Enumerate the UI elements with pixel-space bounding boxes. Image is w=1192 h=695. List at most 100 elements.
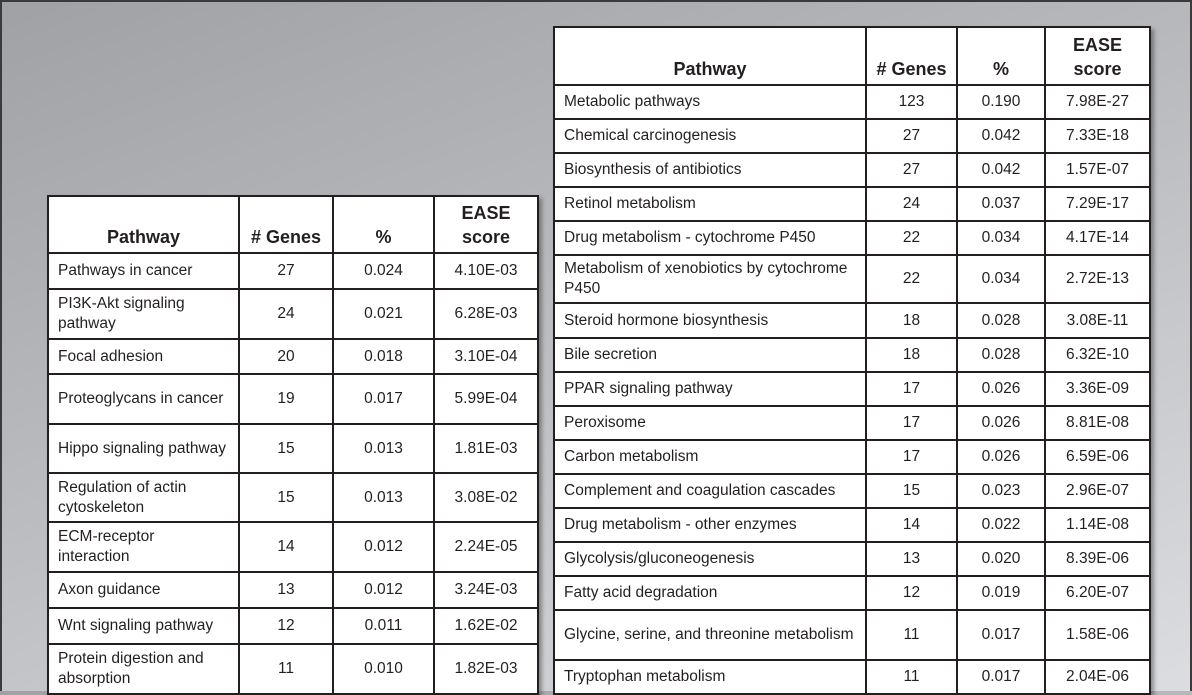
pathway-cell: Peroxisome: [553, 405, 867, 441]
value-cell: 8.81E-08: [1044, 405, 1151, 441]
value-cell: 0.022: [956, 507, 1046, 543]
table-row: Pathways in cancer 27 0.024 4.10E-03: [47, 252, 539, 290]
value-cell: 0.010: [332, 643, 435, 695]
value-cell: 2.72E-13: [1044, 254, 1151, 304]
value-cell: 22: [865, 220, 958, 256]
value-cell: 0.017: [332, 373, 435, 425]
value-cell: 0.026: [956, 405, 1046, 441]
value-cell: 0.012: [332, 521, 435, 573]
value-cell: 7.33E-18: [1044, 118, 1151, 154]
value-cell: 4.17E-14: [1044, 220, 1151, 256]
table-row: Glycine, serine, and threonine metabolis…: [553, 609, 1151, 661]
pathway-cell: Regulation of actin cytoskeleton: [47, 472, 240, 523]
header-row: Pathway # Genes% EASE score: [553, 26, 1151, 86]
value-cell: 15: [238, 472, 334, 523]
value-cell: 1.82E-03: [433, 643, 539, 695]
value-cell: 27: [865, 152, 958, 188]
header-row: Pathway # Genes% EASE score: [47, 195, 539, 254]
pathway-cell: Chemical carcinogenesis: [553, 118, 867, 154]
value-cell: 6.59E-06: [1044, 439, 1151, 475]
left-table: Pathway # Genes% EASE score Pathways in can…: [47, 195, 539, 695]
column-header: # Genes: [238, 195, 334, 254]
table-row: Metabolic pathways 123 0.190 7.98E-27: [553, 84, 1151, 120]
value-cell: 0.042: [956, 118, 1046, 154]
value-cell: 3.24E-03: [433, 571, 539, 609]
table-row: ECM-receptor interaction 14 0.012 2.24E-05: [47, 521, 539, 573]
table-row: PI3K-Akt signaling pathway 24 0.021 6.28E-0…: [47, 288, 539, 340]
value-cell: 6.20E-07: [1044, 575, 1151, 611]
value-cell: 3.36E-09: [1044, 371, 1151, 407]
pathway-cell: Biosynthesis of antibiotics: [553, 152, 867, 188]
value-cell: 11: [238, 643, 334, 695]
column-header: Pathway: [553, 26, 867, 86]
value-cell: 24: [865, 186, 958, 222]
pathway-cell: PPAR signaling pathway: [553, 371, 867, 407]
value-cell: 0.020: [956, 541, 1046, 577]
value-cell: 1.62E-02: [433, 607, 539, 645]
value-cell: 0.011: [332, 607, 435, 645]
value-cell: 0.019: [956, 575, 1046, 611]
value-cell: 3.10E-04: [433, 338, 539, 375]
table-row: Retinol metabolism 24 0.037 7.29E-17: [553, 186, 1151, 222]
value-cell: 0.028: [956, 337, 1046, 373]
table-row: Bile secretion 18 0.028 6.32E-10: [553, 337, 1151, 373]
value-cell: 2.96E-07: [1044, 473, 1151, 509]
value-cell: 0.042: [956, 152, 1046, 188]
value-cell: 7.29E-17: [1044, 186, 1151, 222]
value-cell: 0.034: [956, 220, 1046, 256]
column-header: Pathway: [47, 195, 240, 254]
value-cell: 1.81E-03: [433, 423, 539, 474]
value-cell: 1.58E-06: [1044, 609, 1151, 661]
value-cell: 11: [865, 609, 958, 661]
pathway-cell: PI3K-Akt signaling pathway: [47, 288, 240, 340]
table-row: Drug metabolism - cytochrome P450 22 0.034…: [553, 220, 1151, 256]
value-cell: 4.10E-03: [433, 252, 539, 290]
pathway-cell: Retinol metabolism: [553, 186, 867, 222]
table-row: Regulation of actin cytoskeleton 15 0.013 3…: [47, 472, 539, 523]
pathway-cell: Bile secretion: [553, 337, 867, 373]
column-header: EASE score: [1044, 26, 1151, 86]
value-cell: 0.028: [956, 302, 1046, 339]
value-cell: 3.08E-11: [1044, 302, 1151, 339]
pathway-cell: Metabolism of xenobiotics by cytochrome …: [553, 254, 867, 304]
value-cell: 0.018: [332, 338, 435, 375]
value-cell: 0.024: [332, 252, 435, 290]
value-cell: 19: [238, 373, 334, 425]
value-cell: 0.017: [956, 609, 1046, 661]
table-row: Proteoglycans in cancer 19 0.017 5.99E-04: [47, 373, 539, 425]
table-row: Steroid hormone biosynthesis 18 0.028 3.08E…: [553, 302, 1151, 339]
value-cell: 0.190: [956, 84, 1046, 120]
value-cell: 1.14E-08: [1044, 507, 1151, 543]
value-cell: 6.32E-10: [1044, 337, 1151, 373]
table-row: Focal adhesion 20 0.018 3.10E-04: [47, 338, 539, 375]
table-row: Complement and coagulation cascades 15 0.0…: [553, 473, 1151, 509]
value-cell: 0.012: [332, 571, 435, 609]
table-row: Wnt signaling pathway 12 0.011 1.62E-02: [47, 607, 539, 645]
table-row: Drug metabolism - other enzymes 14 0.022 1.…: [553, 507, 1151, 543]
pathway-cell: Fatty acid degradation: [553, 575, 867, 611]
pathway-cell: Protein digestion and absorption: [47, 643, 240, 695]
value-cell: 14: [865, 507, 958, 543]
value-cell: 7.98E-27: [1044, 84, 1151, 120]
value-cell: 15: [238, 423, 334, 474]
value-cell: 24: [238, 288, 334, 340]
value-cell: 5.99E-04: [433, 373, 539, 425]
pathway-cell: Focal adhesion: [47, 338, 240, 375]
value-cell: 0.021: [332, 288, 435, 340]
value-cell: 13: [238, 571, 334, 609]
table-row: Metabolism of xenobiotics by cytochrome …: [553, 254, 1151, 304]
column-header: %: [956, 26, 1046, 86]
pathway-cell: Complement and coagulation cascades: [553, 473, 867, 509]
value-cell: 13: [865, 541, 958, 577]
table-row: Axon guidance 13 0.012 3.24E-03: [47, 571, 539, 609]
value-cell: 6.28E-03: [433, 288, 539, 340]
column-header: %: [332, 195, 435, 254]
pathway-cell: Steroid hormone biosynthesis: [553, 302, 867, 339]
value-cell: 17: [865, 405, 958, 441]
table-row: Carbon metabolism 17 0.026 6.59E-06: [553, 439, 1151, 475]
column-header: # Genes: [865, 26, 958, 86]
table-row: Chemical carcinogenesis 27 0.042 7.33E-18: [553, 118, 1151, 154]
value-cell: 2.04E-06: [1044, 659, 1151, 695]
table-row: Hippo signaling pathway 15 0.013 1.81E-03: [47, 423, 539, 474]
pathway-cell: Pathways in cancer: [47, 252, 240, 290]
